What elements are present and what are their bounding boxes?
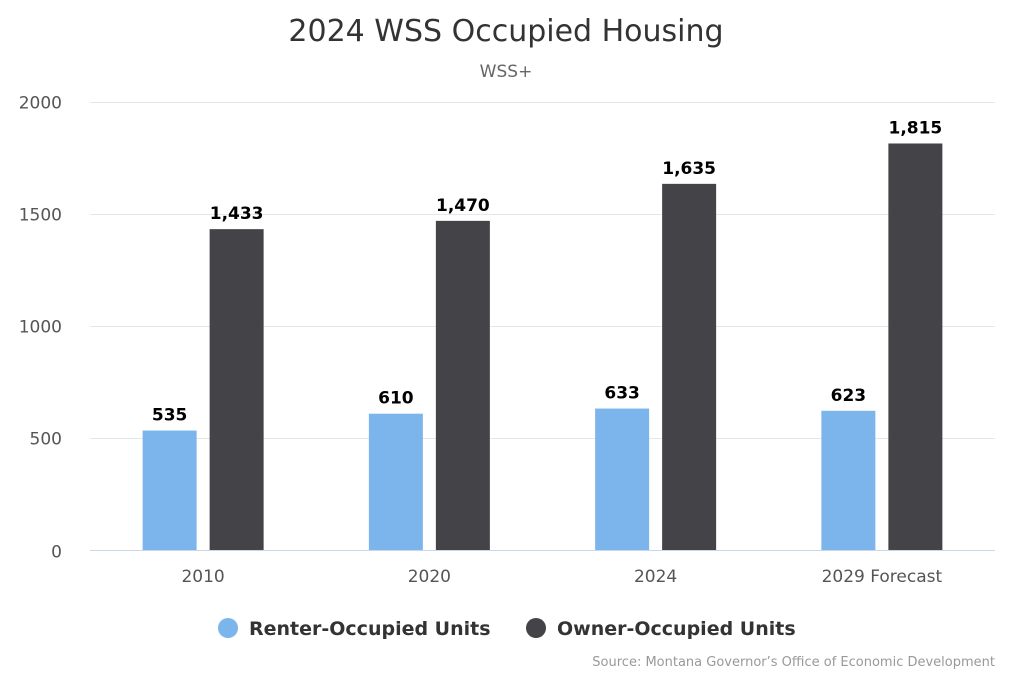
legend-marker: [526, 618, 546, 638]
data-labels: 535 1,433 610 1,470 633 1,635 623 1,815: [152, 118, 942, 425]
legend[interactable]: Renter-Occupied Units Owner-Occupied Unit…: [218, 618, 796, 640]
legend-item[interactable]: Renter-Occupied Units: [249, 618, 491, 640]
x-category-label: 2029 Forecast: [822, 567, 943, 587]
y-axis-ticks: 0 500 1000 1500 2000: [19, 94, 62, 563]
x-category-label: 2024: [634, 567, 677, 587]
data-label: 535: [152, 406, 188, 426]
bar[interactable]: [209, 229, 264, 551]
chart-title: 2024 WSS Occupied Housing: [288, 14, 723, 49]
y-tick-label: 0: [51, 543, 62, 563]
bar[interactable]: [368, 413, 423, 551]
data-label: 1,815: [888, 118, 942, 138]
y-tick-label: 500: [30, 430, 62, 450]
x-axis-categories: 2010 2020 2024 2029 Forecast: [181, 567, 942, 587]
x-category-label: 2020: [408, 567, 451, 587]
x-category-label: 2010: [181, 567, 224, 587]
y-tick-label: 2000: [19, 94, 62, 114]
y-tick-label: 1000: [19, 318, 62, 338]
data-label: 623: [831, 386, 867, 406]
bar[interactable]: [435, 220, 490, 551]
bars: [142, 143, 943, 551]
chart-credits: Source: Montana Governor’s Office of Eco…: [592, 655, 995, 670]
data-label: 1,433: [210, 204, 264, 224]
bar[interactable]: [888, 143, 943, 551]
chart-subtitle: WSS+: [480, 62, 533, 82]
data-label: 1,470: [436, 196, 490, 216]
legend-marker: [218, 618, 238, 638]
y-tick-label: 1500: [19, 206, 62, 226]
bar[interactable]: [595, 408, 650, 551]
data-label: 633: [604, 384, 640, 404]
legend-item[interactable]: Owner-Occupied Units: [557, 618, 796, 640]
bar[interactable]: [821, 410, 876, 551]
data-label: 610: [378, 389, 414, 409]
bar[interactable]: [662, 183, 717, 551]
data-label: 1,635: [662, 159, 716, 179]
bar[interactable]: [142, 430, 197, 551]
